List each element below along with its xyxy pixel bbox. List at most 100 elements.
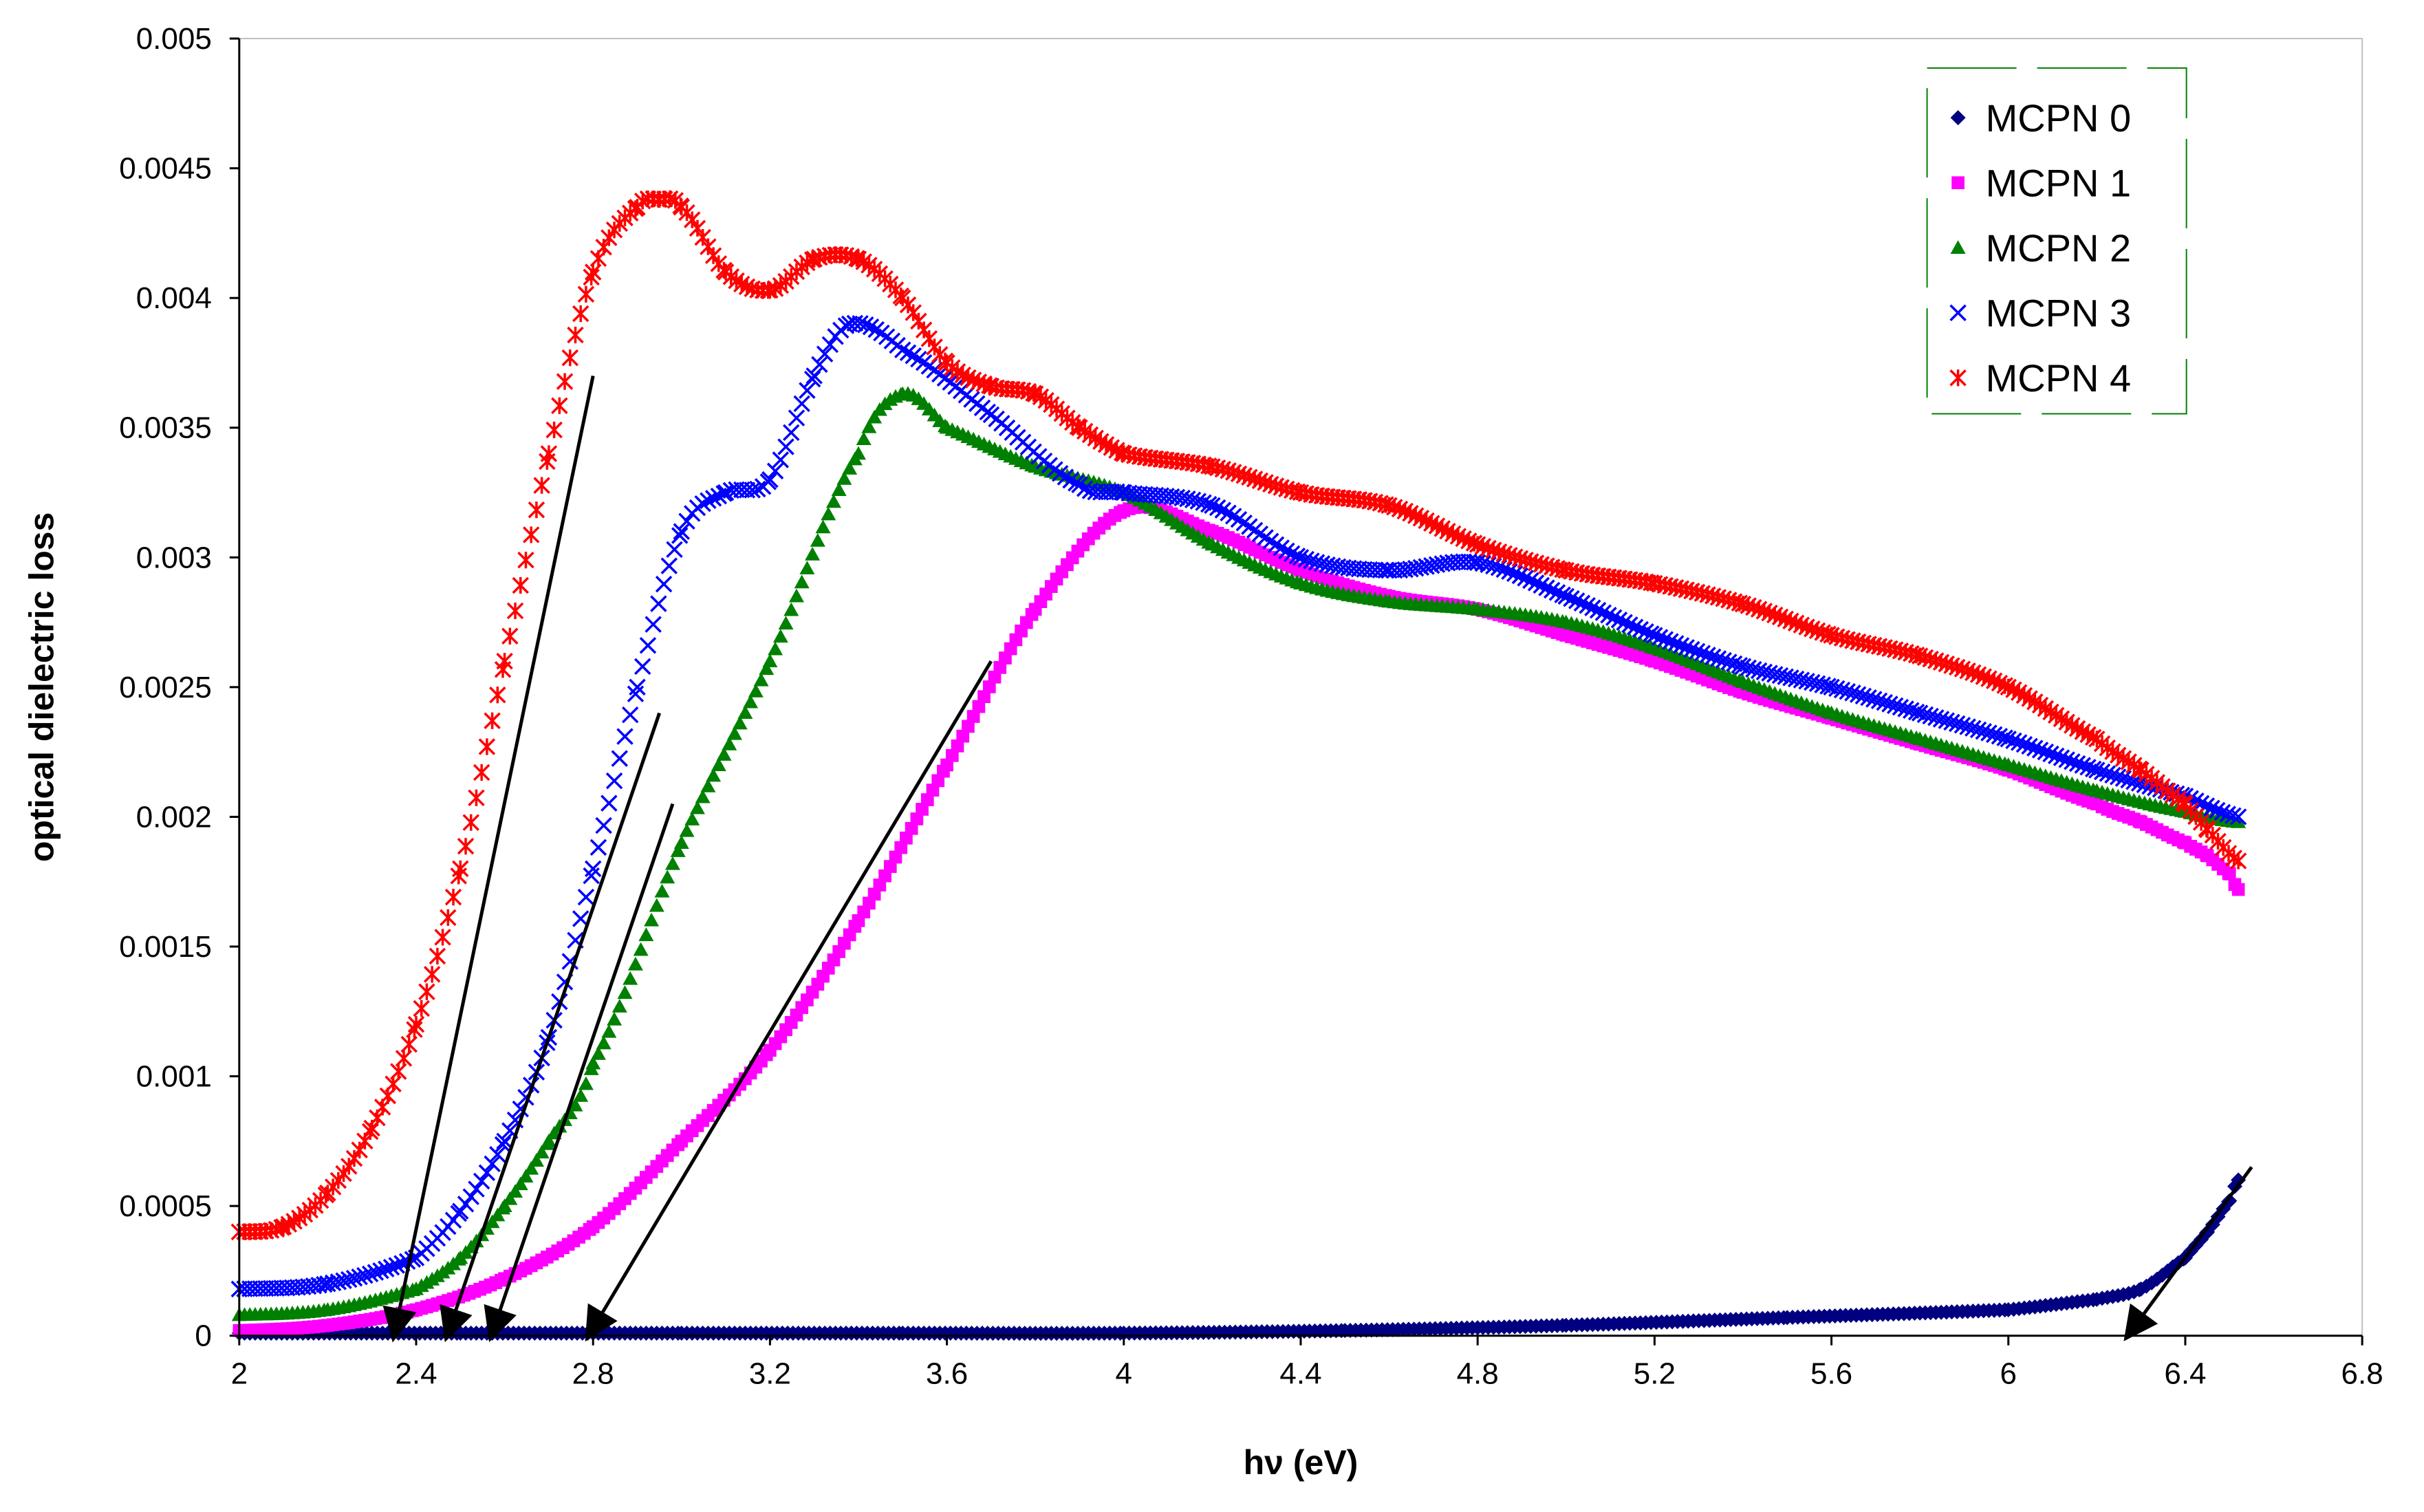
data-point xyxy=(1642,625,1660,642)
data-point xyxy=(1533,576,1550,594)
data-point xyxy=(473,1172,490,1190)
data-point xyxy=(850,446,866,460)
data-point xyxy=(2037,743,2054,761)
data-point xyxy=(1610,612,1628,629)
data-point xyxy=(1616,614,1633,631)
data-point xyxy=(1589,601,1607,619)
data-point xyxy=(2219,806,2236,823)
data-point xyxy=(572,305,589,323)
data-point xyxy=(2000,731,2017,748)
data-point xyxy=(468,789,485,807)
series-mcpn-3 xyxy=(230,314,2247,1298)
legend-marker xyxy=(1951,176,1965,190)
data-point xyxy=(1303,552,1320,570)
data-point xyxy=(573,1088,589,1102)
data-point xyxy=(638,927,654,942)
data-point xyxy=(1876,693,1893,711)
data-point xyxy=(1501,563,1518,580)
data-point xyxy=(508,1184,523,1198)
legend-box xyxy=(1926,67,2187,415)
x-tick-label: 6.4 xyxy=(2164,1357,2206,1391)
data-point xyxy=(512,1176,528,1191)
legend-label: MCPN 4 xyxy=(1986,356,2132,400)
data-point xyxy=(811,356,828,374)
data-point xyxy=(1886,697,1904,715)
data-point xyxy=(700,778,716,792)
data-point xyxy=(617,985,633,1000)
x-tick-label: 5.2 xyxy=(1634,1357,1676,1391)
data-point xyxy=(788,409,805,426)
y-tick-label: 0.002 xyxy=(136,800,212,834)
legend-entry-2: MCPN 2 xyxy=(1950,226,2131,270)
x-axis-title: hν (eV) xyxy=(1244,1443,1359,1482)
data-point xyxy=(1897,700,1914,717)
data-point xyxy=(1200,495,1218,513)
data-point xyxy=(689,800,705,814)
data-point xyxy=(1881,695,1898,713)
x-tick-label: 3.2 xyxy=(749,1357,791,1391)
data-point xyxy=(660,557,678,574)
data-point xyxy=(1548,584,1566,601)
data-point xyxy=(2031,742,2049,759)
data-point xyxy=(1672,637,1690,654)
data-point xyxy=(489,1146,506,1163)
data-point xyxy=(1916,706,1934,724)
y-tick-label: 0.0025 xyxy=(119,671,212,704)
data-point xyxy=(1922,707,1939,725)
data-point xyxy=(567,326,584,344)
data-point xyxy=(1927,709,1945,726)
data-point xyxy=(1204,497,1221,515)
data-point xyxy=(2015,735,2033,753)
data-point xyxy=(1959,718,1976,735)
tangent-arrow xyxy=(2123,1166,2253,1341)
data-point xyxy=(595,817,612,834)
data-point xyxy=(1568,592,1586,609)
data-point xyxy=(1656,631,1674,648)
y-tick-label: 0.001 xyxy=(136,1060,212,1094)
data-point xyxy=(452,1202,469,1220)
data-point xyxy=(966,710,980,723)
data-point xyxy=(744,482,761,499)
data-point xyxy=(1798,673,1815,690)
data-point xyxy=(1745,660,1762,678)
data-point xyxy=(1308,554,1325,571)
data-point xyxy=(766,462,784,479)
data-point xyxy=(462,1188,479,1205)
data-point xyxy=(2209,801,2226,819)
data-point xyxy=(1938,712,1955,729)
data-point xyxy=(2005,732,2022,750)
data-point xyxy=(1854,687,1872,705)
data-point xyxy=(778,616,794,630)
data-point xyxy=(578,1076,594,1090)
legend-label: MCPN 1 xyxy=(1986,162,2132,205)
data-point xyxy=(1538,579,1555,596)
data-point xyxy=(2021,737,2038,755)
data-point xyxy=(468,1180,485,1198)
y-tick-label: 0.0015 xyxy=(119,930,212,964)
data-point xyxy=(382,1258,400,1276)
x-tick-label: 6.8 xyxy=(2341,1357,2383,1391)
data-point xyxy=(1688,642,1706,660)
data-point xyxy=(462,814,479,831)
data-point xyxy=(611,750,629,767)
data-point xyxy=(605,772,623,790)
data-point xyxy=(799,561,815,574)
data-point xyxy=(857,316,874,334)
data-point xyxy=(645,616,662,633)
data-point xyxy=(1782,669,1799,687)
data-point xyxy=(506,602,524,620)
legend: MCPN 0 MCPN 1 MCPN 2 MCPN 3 MCPN 4 xyxy=(1926,67,2187,415)
data-point xyxy=(759,661,775,676)
data-point xyxy=(1969,721,1987,739)
data-point xyxy=(1943,713,1960,731)
data-point xyxy=(1804,673,1821,691)
data-point xyxy=(1980,724,1998,742)
data-point xyxy=(867,409,883,424)
legend-entry-3: MCPN 3 xyxy=(1949,292,2131,335)
data-point xyxy=(522,526,540,543)
data-point xyxy=(1755,663,1773,681)
data-point xyxy=(655,575,673,593)
data-point xyxy=(418,983,435,1000)
data-point xyxy=(793,395,810,413)
data-point xyxy=(717,484,735,501)
